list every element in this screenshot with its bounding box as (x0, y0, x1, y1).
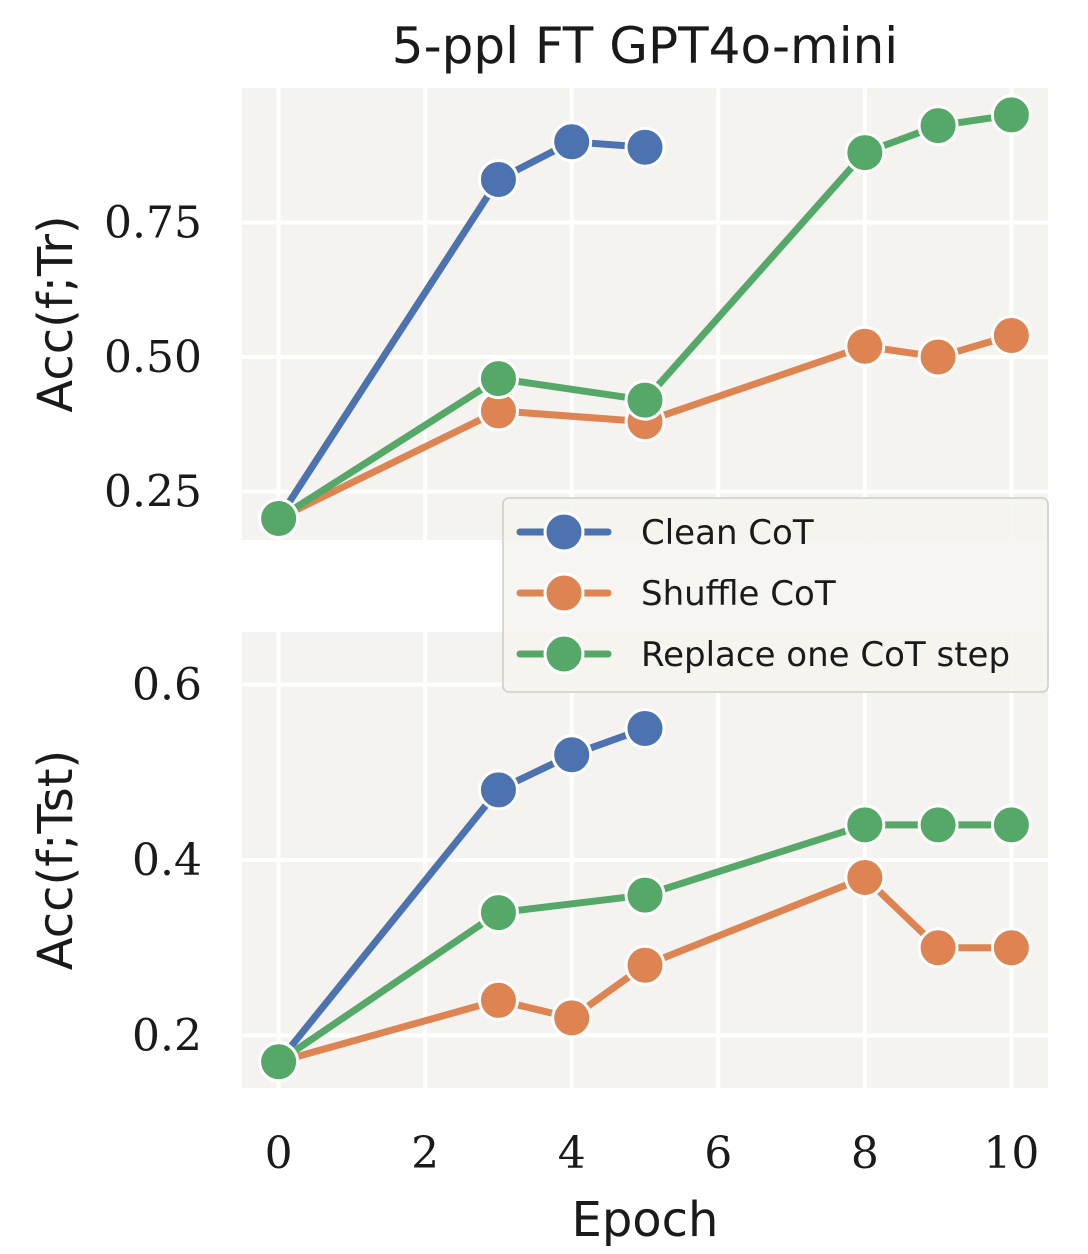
bottom-point-replace-one-cot-step-0 (258, 1041, 300, 1083)
bottom-ytick-label-1: 0.4 (132, 835, 202, 886)
legend-box (502, 497, 1049, 693)
top-point-shuffle-cot-4 (917, 336, 959, 378)
top-point-replace-one-cot-step-4 (917, 105, 959, 147)
top-ytick-label-0: 0.25 (104, 467, 202, 518)
bottom-xtick-label-2: 4 (558, 1128, 586, 1179)
top-point-replace-one-cot-step-2 (624, 379, 666, 421)
bottom-line-clean-cot (275, 724, 649, 1066)
bottom-xtick-label-1: 2 (411, 1128, 439, 1179)
bottom-ytick-label-2: 0.6 (132, 660, 202, 711)
top-point-replace-one-cot-step-0 (258, 497, 300, 539)
legend-marker-replace-one-cot-step (543, 633, 585, 675)
legend-marker-shuffle-cot (543, 572, 585, 614)
legend-marker-clean-cot (543, 511, 585, 553)
top-point-shuffle-cot-3 (844, 325, 886, 367)
legend-label-shuffle-cot: Shuffle CoT (641, 574, 836, 614)
bottom-point-replace-one-cot-step-4 (917, 804, 959, 846)
bottom-xtick-label-3: 6 (704, 1128, 732, 1179)
top-point-clean-cot-1 (477, 158, 519, 200)
bottom-series-replace-one-cot-step (258, 804, 1032, 1083)
bottom-y-axis-label: Acc(f;Tst) (28, 750, 84, 971)
top-series-replace-one-cot-step (258, 94, 1032, 539)
legend-label-replace-one-cot-step: Replace one CoT step (641, 635, 1010, 675)
bottom-point-shuffle-cot-2 (551, 997, 593, 1039)
bottom-point-replace-one-cot-step-2 (624, 874, 666, 916)
top-line-clean-cot (275, 138, 649, 522)
top-ytick-label-1: 0.50 (104, 332, 202, 383)
bottom-xtick-label-4: 8 (851, 1128, 879, 1179)
bottom-point-shuffle-cot-3 (624, 944, 666, 986)
bottom-point-clean-cot-1 (477, 769, 519, 811)
bottom-point-clean-cot-2 (551, 734, 593, 776)
top-panel: 0.25 0.50 0.75 Acc(f;Tr) (28, 88, 1048, 540)
top-point-replace-one-cot-step-5 (990, 94, 1032, 136)
bottom-point-replace-one-cot-step-1 (477, 892, 519, 934)
bottom-point-shuffle-cot-5 (917, 927, 959, 969)
bottom-xtick-label-5: 10 (983, 1128, 1039, 1179)
bottom-point-replace-one-cot-step-5 (990, 804, 1032, 846)
legend-item-shuffle-cot: Shuffle CoT (516, 572, 836, 614)
bottom-point-shuffle-cot-6 (990, 927, 1032, 969)
top-point-shuffle-cot-5 (990, 315, 1032, 357)
bottom-point-clean-cot-3 (624, 707, 666, 749)
bottom-panel: 0.2 0.4 0.6 0 2 4 6 8 10 Acc(f;Tst) (28, 632, 1048, 1179)
top-point-clean-cot-2 (551, 121, 593, 163)
bottom-point-shuffle-cot-1 (477, 979, 519, 1021)
figure-title: 5-ppl FT GPT4o-mini (392, 17, 898, 75)
top-point-clean-cot-3 (624, 126, 666, 168)
top-point-replace-one-cot-step-1 (477, 358, 519, 400)
bottom-xtick-label-0: 0 (265, 1128, 293, 1179)
bottom-point-replace-one-cot-step-3 (844, 804, 886, 846)
bottom-ytick-label-0: 0.2 (132, 1010, 202, 1061)
legend-item-replace-one-cot-step: Replace one CoT step (516, 633, 1010, 675)
x-axis-label: Epoch (572, 1192, 719, 1248)
bottom-point-shuffle-cot-4 (844, 857, 886, 899)
top-point-replace-one-cot-step-3 (844, 132, 886, 174)
legend: Clean CoT Shuffle CoT Replace one CoT step (502, 497, 1049, 693)
top-y-axis-label: Acc(f;Tr) (28, 215, 84, 412)
legend-item-clean-cot: Clean CoT (516, 511, 814, 553)
legend-label-clean-cot: Clean CoT (641, 513, 814, 553)
top-ytick-label-2: 0.75 (104, 198, 202, 249)
bottom-series-shuffle-cot (258, 857, 1032, 1083)
